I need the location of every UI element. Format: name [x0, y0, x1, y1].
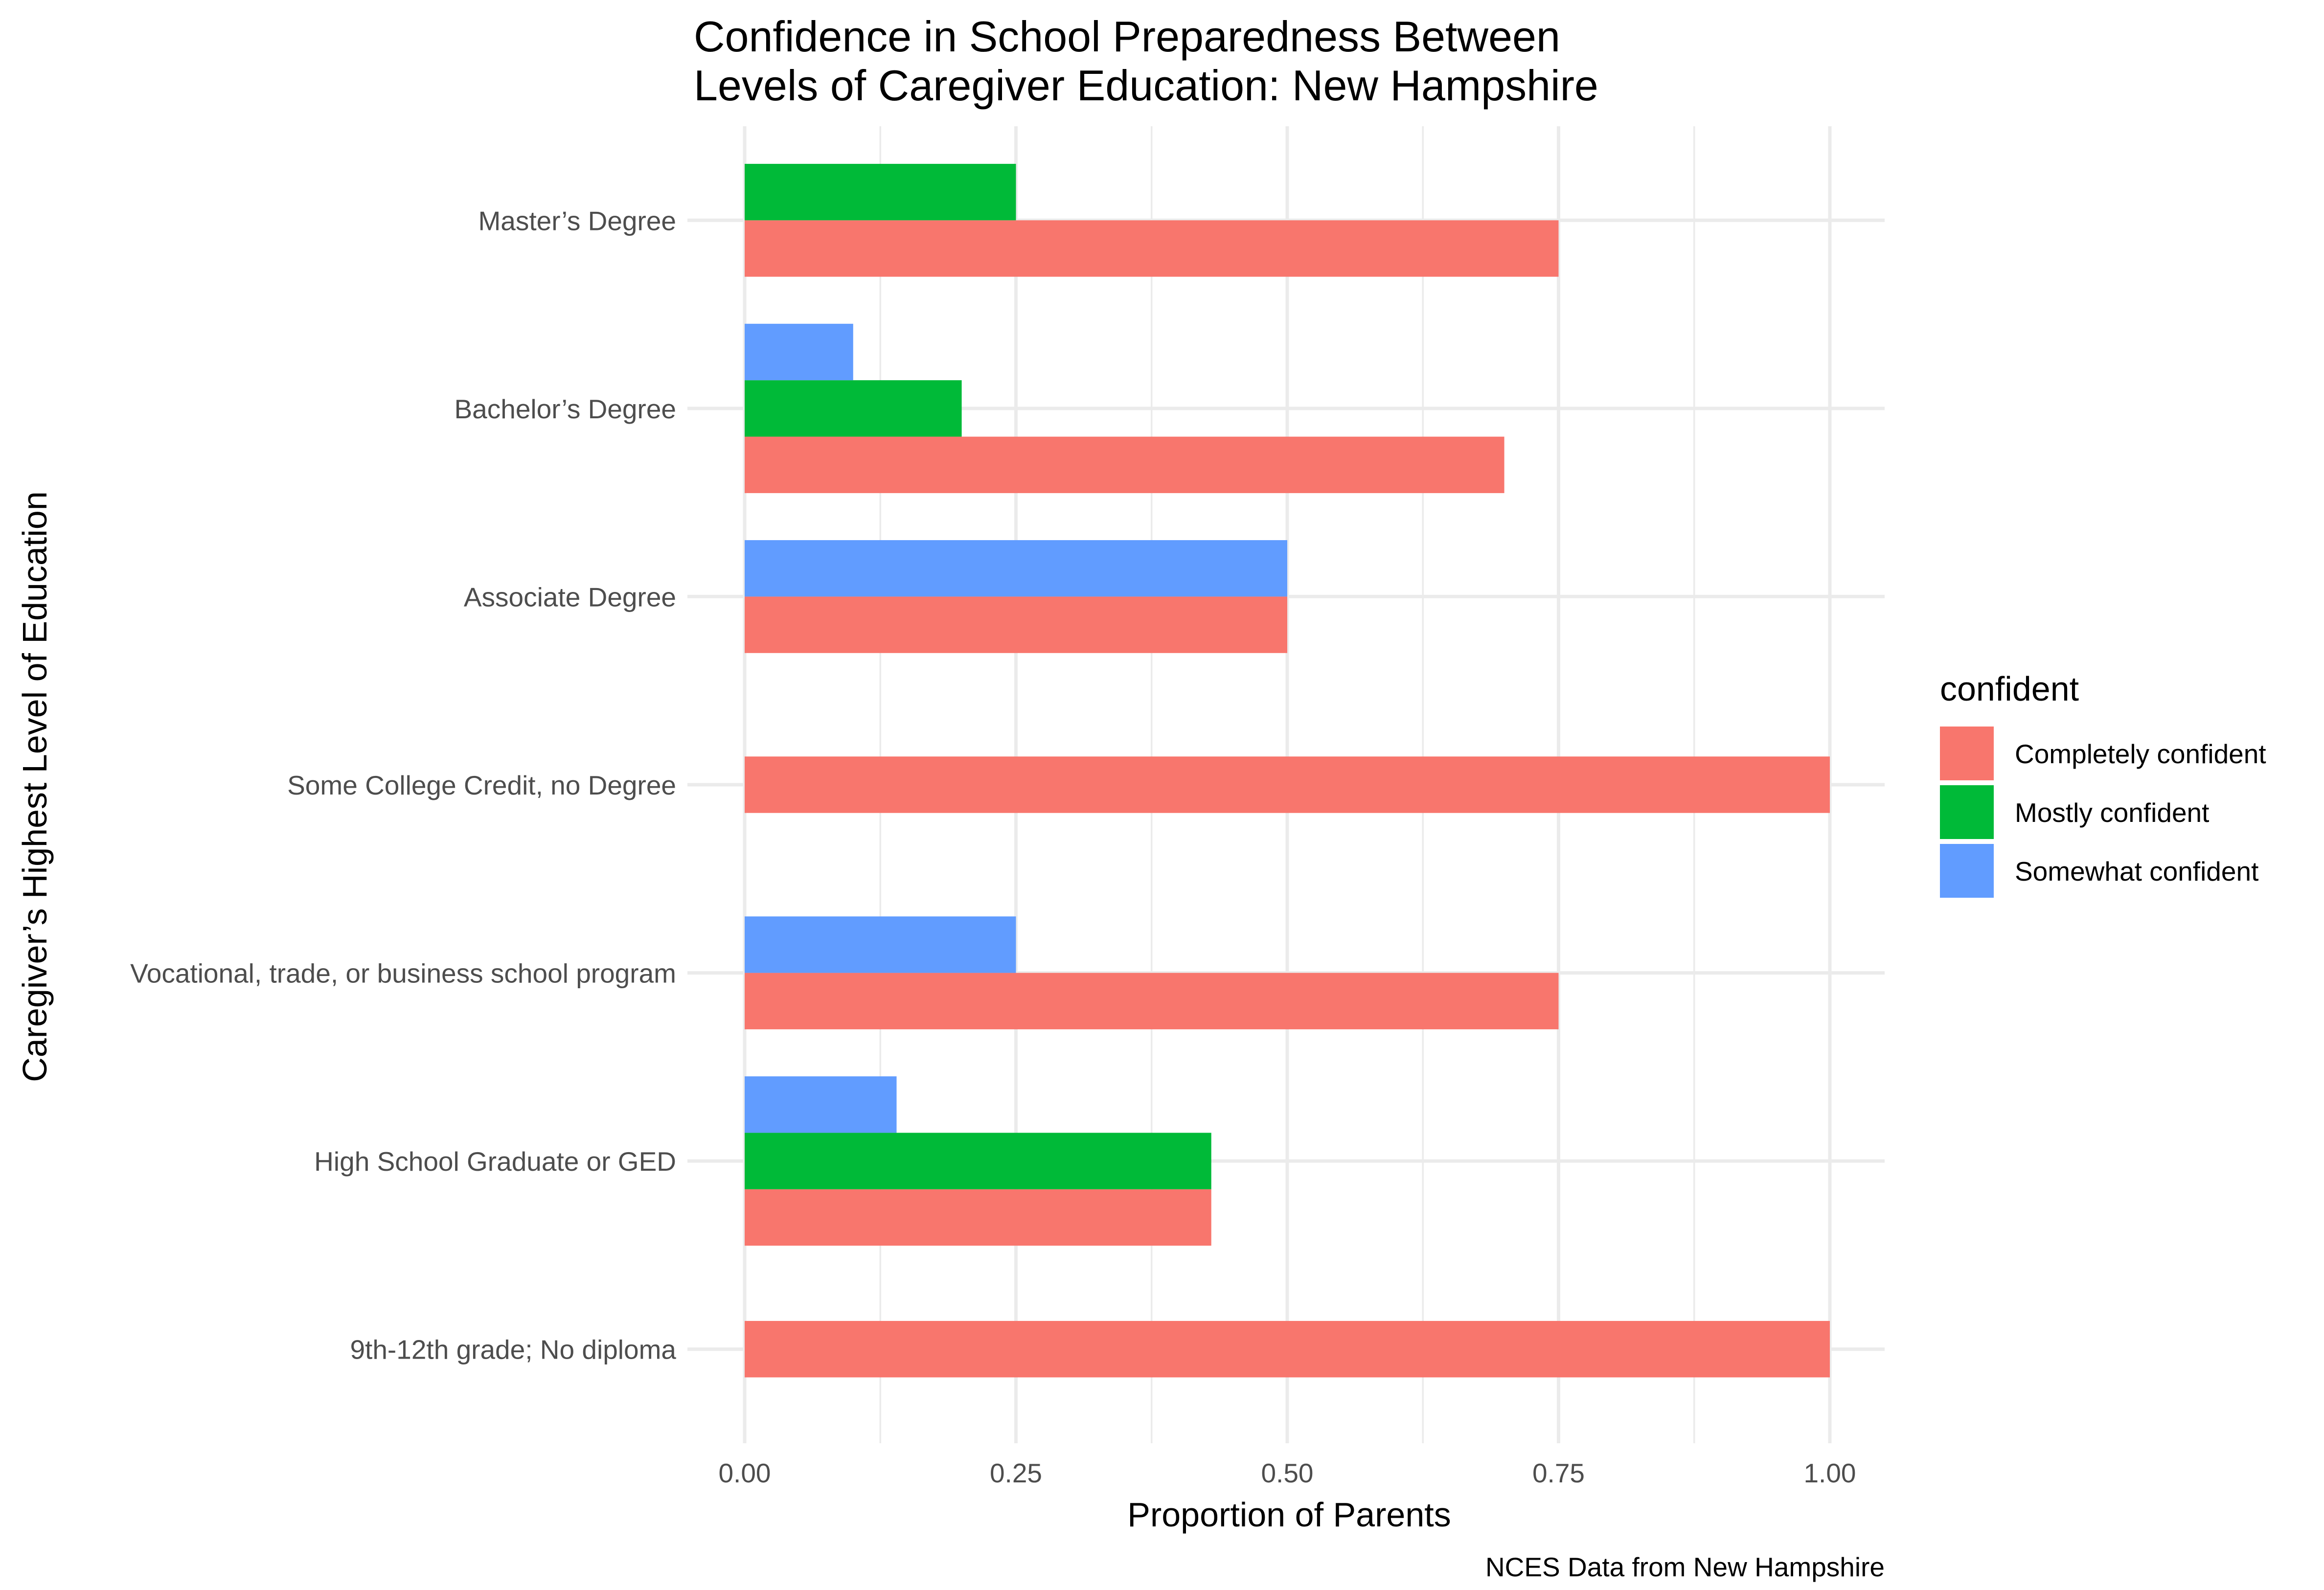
chart-title: Confidence in School Preparedness Betwee…: [694, 12, 1598, 110]
bar-completely-confident-high-school-graduate-or-ged: [745, 1189, 1211, 1246]
bar-completely-confident-vocational-trade-or-business-school-program: [745, 973, 1559, 1029]
x-tick-label: 0.50: [1261, 1458, 1313, 1488]
bar-completely-confident-bachelor-s-degree: [745, 436, 1504, 493]
legend-label-somewhat-confident: Somewhat confident: [2015, 856, 2258, 886]
y-tick-label: Associate Degree: [464, 582, 676, 612]
legend-swatch-somewhat-confident: [1940, 844, 1994, 898]
legend-label-completely-confident: Completely confident: [2015, 739, 2266, 769]
bar-somewhat-confident-high-school-graduate-or-ged: [745, 1076, 897, 1133]
y-tick-label: 9th-12th grade; No diploma: [350, 1335, 676, 1365]
x-axis-title: Proportion of Parents: [1127, 1496, 1451, 1534]
bar-completely-confident-some-college-credit-no-degree: [745, 756, 1830, 813]
bar-somewhat-confident-bachelor-s-degree: [745, 323, 853, 381]
legend-items: Completely confident Mostly confident Some…: [1940, 727, 2266, 898]
y-axis-tick-labels: 9th-12th grade; No diploma High School Gr…: [130, 205, 676, 1364]
bars: [745, 163, 1830, 1378]
x-tick-label: 1.00: [1803, 1458, 1856, 1488]
y-tick-label: Vocational, trade, or business school pr…: [130, 958, 676, 989]
y-tick-label: Bachelor’s Degree: [454, 394, 676, 424]
bar-completely-confident-associate-degree: [745, 596, 1287, 653]
bar-mostly-confident-bachelor-s-degree: [745, 380, 962, 437]
legend-title: confident: [1940, 670, 2079, 708]
chart-caption: NCES Data from New Hampshire: [1485, 1552, 1885, 1582]
y-axis-title: Caregiver’s Highest Level of Education: [16, 491, 54, 1082]
y-tick-label: High School Graduate or GED: [314, 1146, 676, 1177]
legend-label-mostly-confident: Mostly confident: [2015, 797, 2209, 828]
x-tick-label: 0.25: [990, 1458, 1042, 1488]
x-axis-tick-labels: 0.00 0.25 0.50 0.75 1.00: [718, 1458, 1856, 1488]
legend-swatch-completely-confident: [1940, 727, 1994, 780]
y-tick-label: Some College Credit, no Degree: [287, 770, 676, 800]
legend: confident Completely confident Mostly con…: [1940, 670, 2266, 898]
bar-mostly-confident-master-s-degree: [745, 163, 1016, 221]
x-tick-label: 0.75: [1532, 1458, 1585, 1488]
chart-title-line-2: Levels of Caregiver Education: New Hamps…: [694, 61, 1598, 110]
bar-mostly-confident-high-school-graduate-or-ged: [745, 1133, 1211, 1189]
bar-completely-confident-master-s-degree: [745, 220, 1559, 277]
x-tick-label: 0.00: [718, 1458, 771, 1488]
y-tick-label: Master’s Degree: [478, 205, 676, 236]
bar-somewhat-confident-associate-degree: [745, 540, 1287, 597]
chart-title-line-1: Confidence in School Preparedness Betwee…: [694, 12, 1560, 61]
bar-completely-confident-9th-12th-grade-no-diploma: [745, 1321, 1830, 1378]
bar-somewhat-confident-vocational-trade-or-business-school-program: [745, 916, 1016, 973]
legend-swatch-mostly-confident: [1940, 785, 1994, 839]
